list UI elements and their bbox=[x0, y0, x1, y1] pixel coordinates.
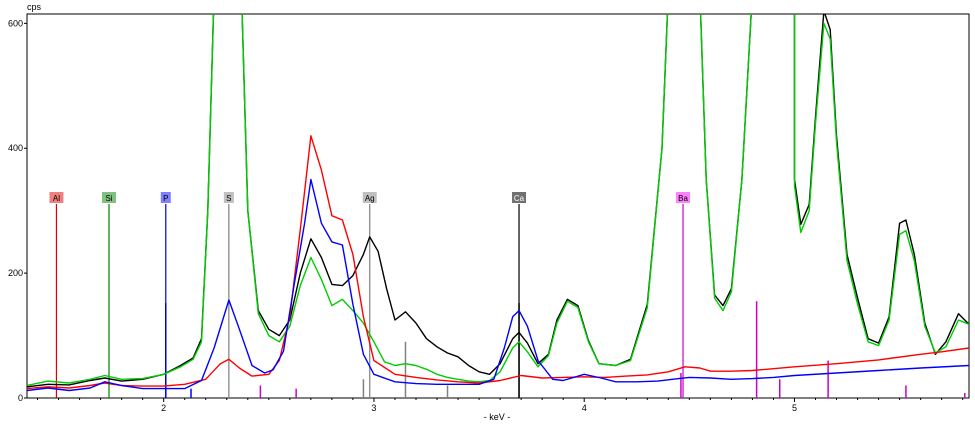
element-label-si[interactable]: Si bbox=[105, 194, 112, 203]
series-line-3 bbox=[27, 178, 969, 392]
element-label-s[interactable]: S bbox=[226, 194, 231, 203]
series-group bbox=[27, 14, 969, 392]
x-tick-label: 2 bbox=[161, 403, 166, 413]
element-label-bg bbox=[362, 192, 377, 203]
element-label-ba[interactable]: Ba bbox=[678, 194, 688, 203]
element-label-bg bbox=[223, 192, 234, 203]
y-tick-label: 600 bbox=[8, 18, 23, 28]
plot-area bbox=[26, 13, 970, 399]
x-tick-label: 4 bbox=[582, 403, 587, 413]
y-tick-label: 400 bbox=[8, 143, 23, 153]
element-label-bg bbox=[49, 192, 64, 203]
element-label-al[interactable]: Al bbox=[53, 194, 60, 203]
element-label-bg bbox=[676, 192, 691, 203]
y-tick-label: 200 bbox=[8, 268, 23, 278]
series-line-1 bbox=[27, 14, 969, 387]
y-axis-label: cps bbox=[27, 2, 42, 12]
element-label-bg bbox=[512, 192, 527, 203]
element-label-ca[interactable]: Ca bbox=[514, 194, 525, 203]
x-tick-label: 3 bbox=[371, 403, 376, 413]
element-label-bg bbox=[160, 192, 171, 203]
element-label-bg bbox=[102, 192, 117, 203]
axis-ticks: 0 200 400 600 2 3 4 5 bbox=[8, 18, 964, 413]
element-label-ag[interactable]: Ag bbox=[365, 194, 375, 203]
series-line-2 bbox=[27, 135, 969, 390]
x-tick-label: 5 bbox=[792, 403, 797, 413]
y-tick-label: 0 bbox=[18, 393, 23, 403]
x-axis-label: - keV - bbox=[484, 412, 511, 422]
element-label-p[interactable]: P bbox=[163, 194, 168, 203]
